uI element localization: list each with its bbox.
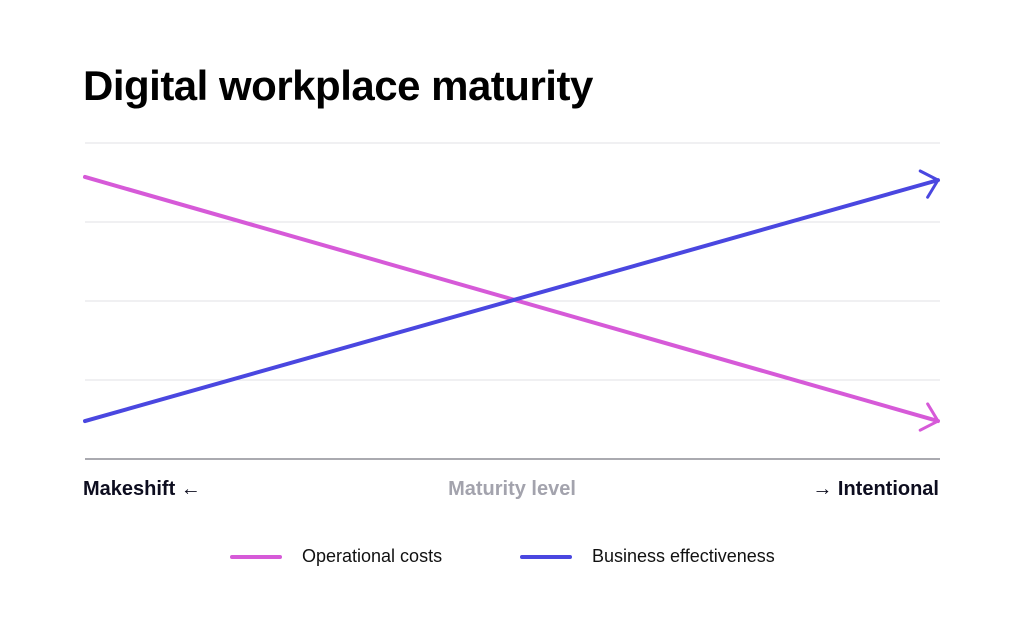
legend-swatch [520, 554, 572, 559]
arrowhead-icon [918, 169, 940, 199]
legend-label: Business effectiveness [592, 546, 775, 566]
legend-label: Operational costs [302, 546, 443, 566]
x-axis-right-label: → Intentional [812, 478, 939, 500]
series-line-1 [83, 178, 940, 424]
legend-swatch [230, 554, 282, 559]
arrowhead-icon [918, 402, 940, 432]
x-axis-label: Maturity level [448, 478, 576, 500]
legend-item-business-effectiveness: Business effectiveness [520, 546, 775, 567]
chart-title: Digital workplace maturity [83, 62, 593, 109]
legend-item-operational-costs: Operational costs [230, 546, 442, 567]
x-axis-left-label: Makeshift ← [83, 478, 201, 500]
